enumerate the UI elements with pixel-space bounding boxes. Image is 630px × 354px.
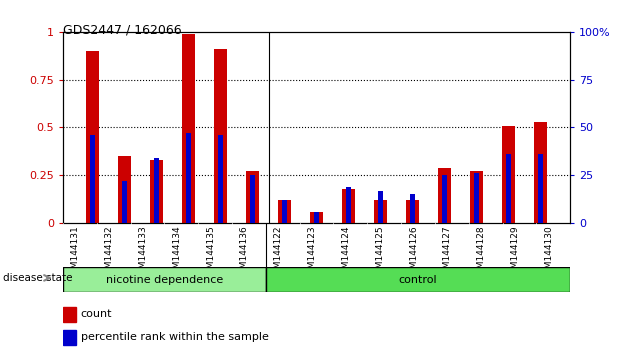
Text: GSM144128: GSM144128 — [477, 225, 486, 280]
Text: count: count — [81, 309, 112, 319]
Text: control: control — [399, 275, 437, 285]
Bar — [534, 122, 547, 223]
Bar — [346, 187, 351, 223]
Bar — [214, 49, 227, 223]
Bar — [310, 212, 323, 223]
Bar — [182, 34, 195, 223]
Text: GSM144124: GSM144124 — [341, 225, 350, 280]
Bar — [218, 135, 223, 223]
Bar — [266, 267, 570, 292]
Bar — [118, 156, 131, 223]
Text: GSM144127: GSM144127 — [443, 225, 452, 280]
Bar — [154, 158, 159, 223]
Text: disease state: disease state — [3, 273, 72, 283]
Bar — [374, 200, 387, 223]
Bar — [250, 175, 255, 223]
Text: percentile rank within the sample: percentile rank within the sample — [81, 332, 268, 342]
Bar — [150, 160, 163, 223]
Text: GSM144125: GSM144125 — [375, 225, 384, 280]
Bar — [470, 171, 483, 223]
Text: GSM144123: GSM144123 — [307, 225, 316, 280]
Text: GSM144132: GSM144132 — [105, 225, 113, 280]
Text: GSM144131: GSM144131 — [71, 225, 80, 280]
Text: GSM144136: GSM144136 — [240, 225, 249, 280]
Bar — [63, 307, 76, 322]
Bar — [278, 200, 291, 223]
Bar — [186, 133, 191, 223]
Bar — [314, 212, 319, 223]
Text: GDS2447 / 162066: GDS2447 / 162066 — [63, 23, 181, 36]
Bar — [378, 190, 383, 223]
Bar — [63, 267, 266, 292]
Bar — [86, 51, 99, 223]
Bar — [502, 126, 515, 223]
Bar — [507, 154, 511, 223]
Bar — [538, 154, 543, 223]
Text: GSM144133: GSM144133 — [139, 225, 147, 280]
Text: GSM144129: GSM144129 — [510, 225, 519, 280]
Bar — [246, 171, 259, 223]
Bar — [282, 200, 287, 223]
Text: GSM144130: GSM144130 — [544, 225, 553, 280]
Bar — [474, 173, 479, 223]
Text: GSM144126: GSM144126 — [409, 225, 418, 280]
Bar — [442, 175, 447, 223]
Bar — [438, 167, 451, 223]
Text: GSM144122: GSM144122 — [274, 225, 283, 280]
Text: GSM144134: GSM144134 — [173, 225, 181, 280]
Bar — [406, 200, 419, 223]
Bar — [63, 330, 76, 344]
Text: GSM144135: GSM144135 — [206, 225, 215, 280]
Bar — [122, 181, 127, 223]
Bar — [342, 189, 355, 223]
Text: nicotine dependence: nicotine dependence — [106, 275, 223, 285]
Bar — [410, 194, 415, 223]
Bar — [90, 135, 95, 223]
